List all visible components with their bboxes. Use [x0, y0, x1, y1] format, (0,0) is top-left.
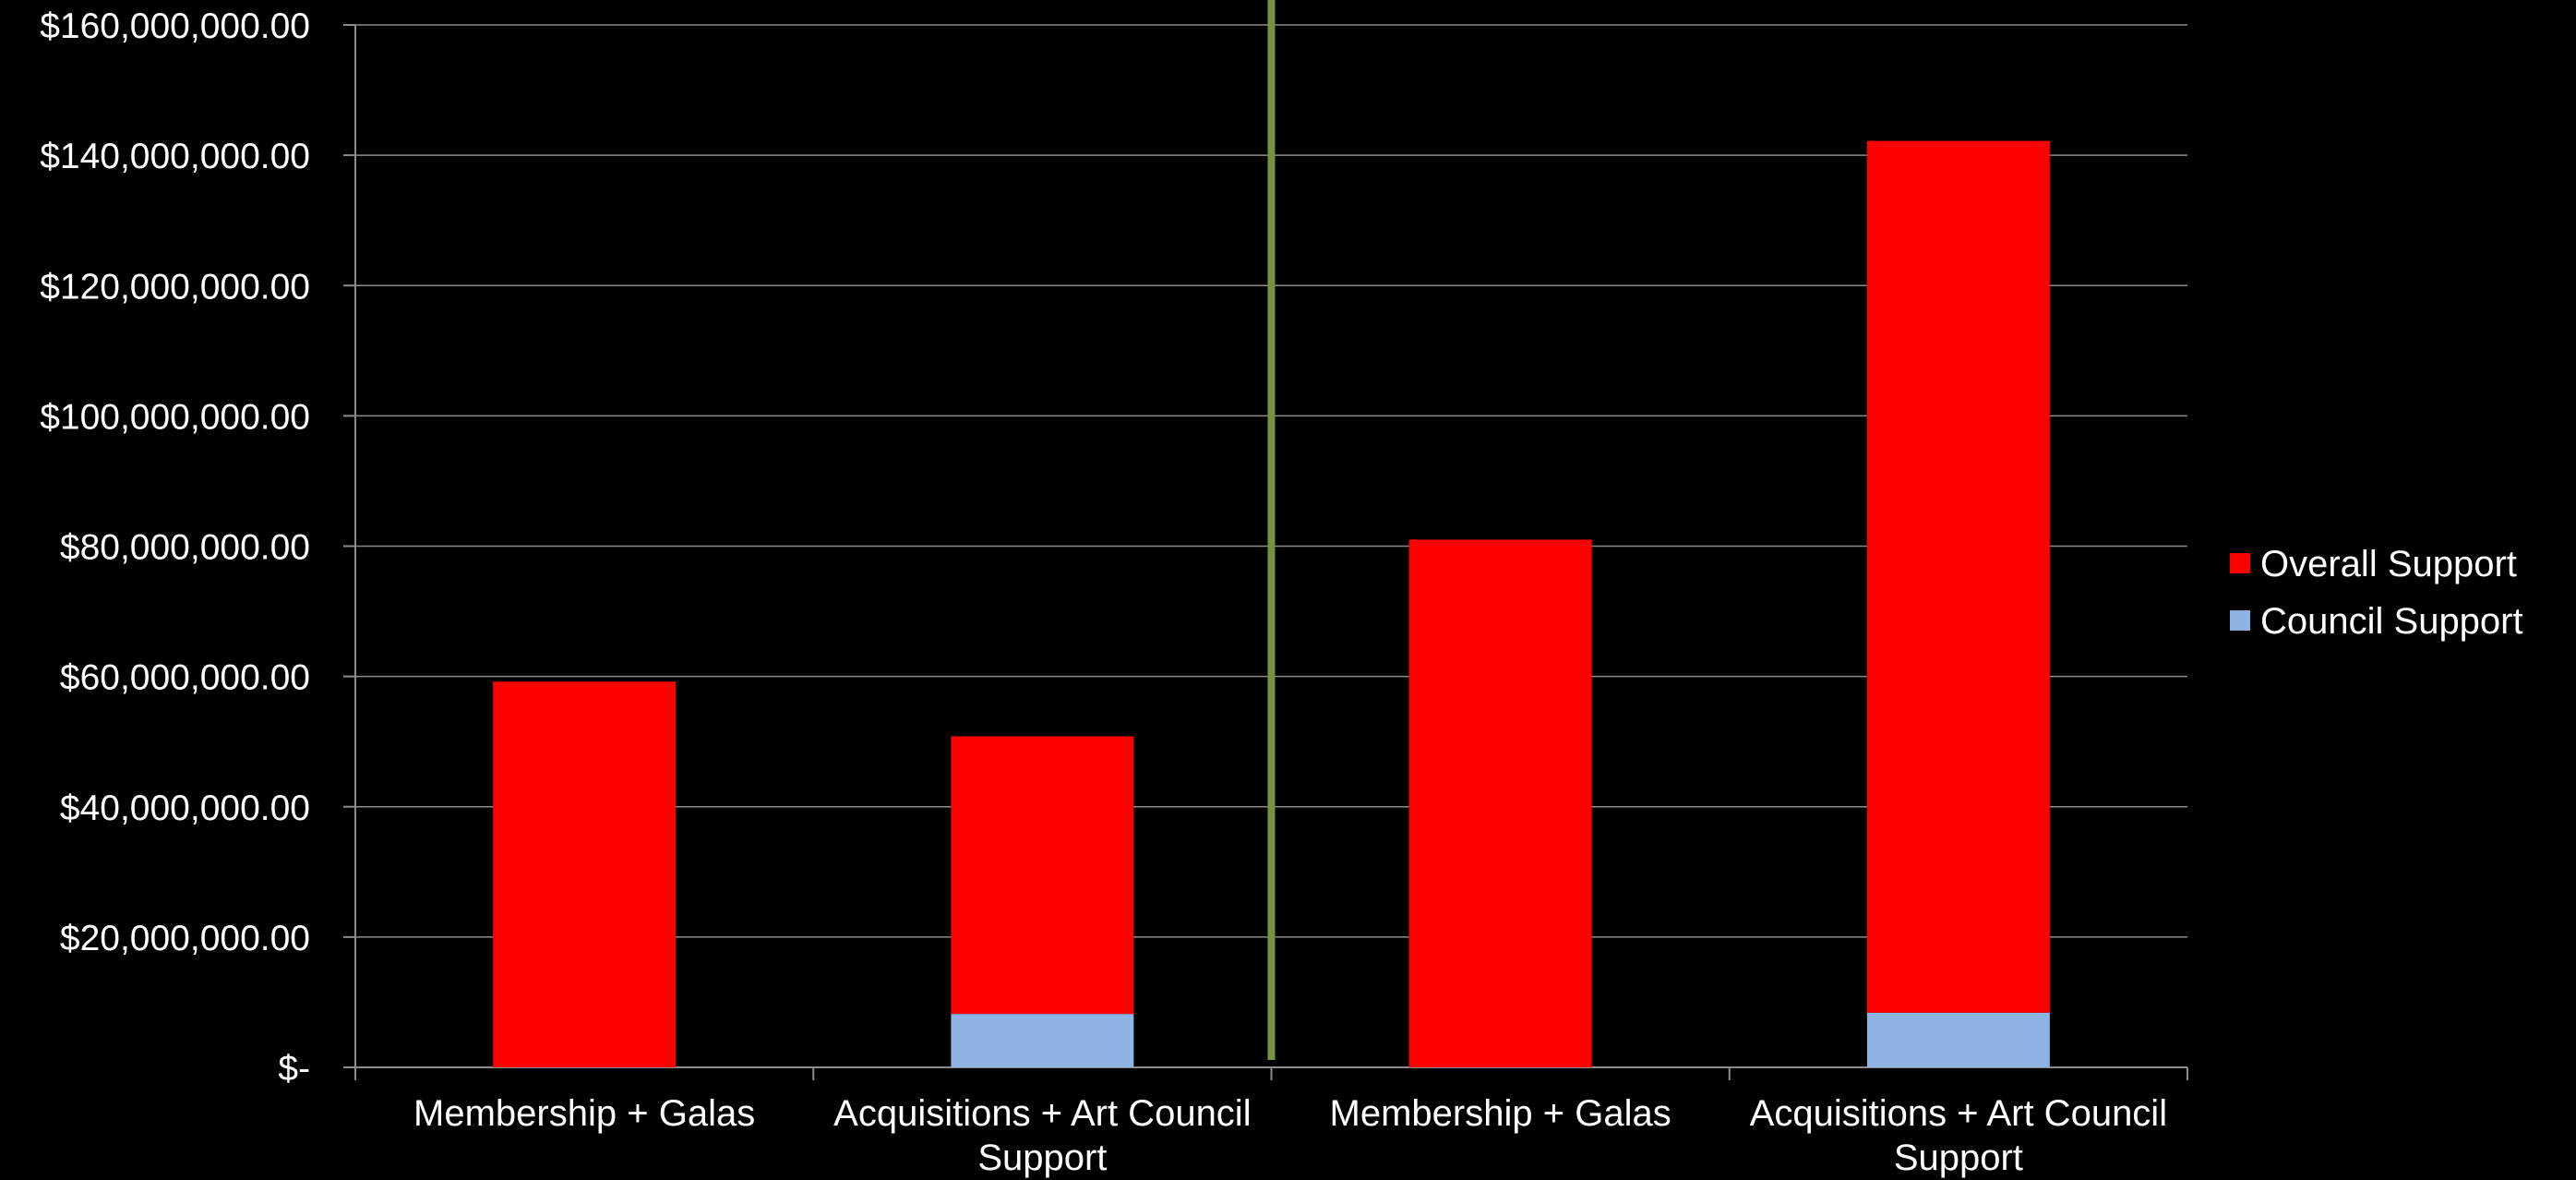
legend-label: Council Support [2260, 601, 2523, 642]
x-category-label: Acquisitions + Art Council Support [1750, 1093, 2167, 1178]
legend-label: Overall Support [2260, 544, 2517, 584]
bar-overall-support [1408, 539, 1592, 1067]
y-tick-label: $100,000,000.00 [40, 397, 310, 437]
legend-swatch [2230, 553, 2250, 573]
x-axis-category-labels: Membership + Galas Acquisitions + Art Cou… [413, 1093, 2167, 1178]
y-tick-label: $- [278, 1049, 310, 1089]
y-axis-tick-labels: $- $20,000,000.00 $40,000,000.00 $60,000,00… [40, 6, 310, 1089]
y-tick-label: $120,000,000.00 [40, 267, 310, 307]
bar-council-support [951, 1014, 1134, 1067]
legend: Overall Support Council Support [2230, 544, 2523, 642]
y-tick-label: $80,000,000.00 [60, 528, 310, 568]
x-category-label: Acquisitions + Art Council Support [833, 1093, 1251, 1178]
bar-council-support [1866, 1012, 2050, 1067]
x-category-label: Membership + Galas [413, 1093, 755, 1134]
bars [493, 140, 2050, 1067]
bar-overall-support [493, 681, 677, 1067]
bar-overall-support [951, 736, 1134, 1015]
y-tick-label: $20,000,000.00 [60, 919, 310, 958]
y-tick-label: $60,000,000.00 [60, 658, 310, 698]
y-tick-label: $40,000,000.00 [60, 789, 310, 828]
legend-swatch [2230, 610, 2250, 631]
bar-overall-support [1866, 140, 2050, 1013]
y-tick-label: $160,000,000.00 [40, 6, 310, 46]
y-tick-label: $140,000,000.00 [40, 137, 310, 176]
x-category-label: Membership + Galas [1330, 1093, 1671, 1134]
